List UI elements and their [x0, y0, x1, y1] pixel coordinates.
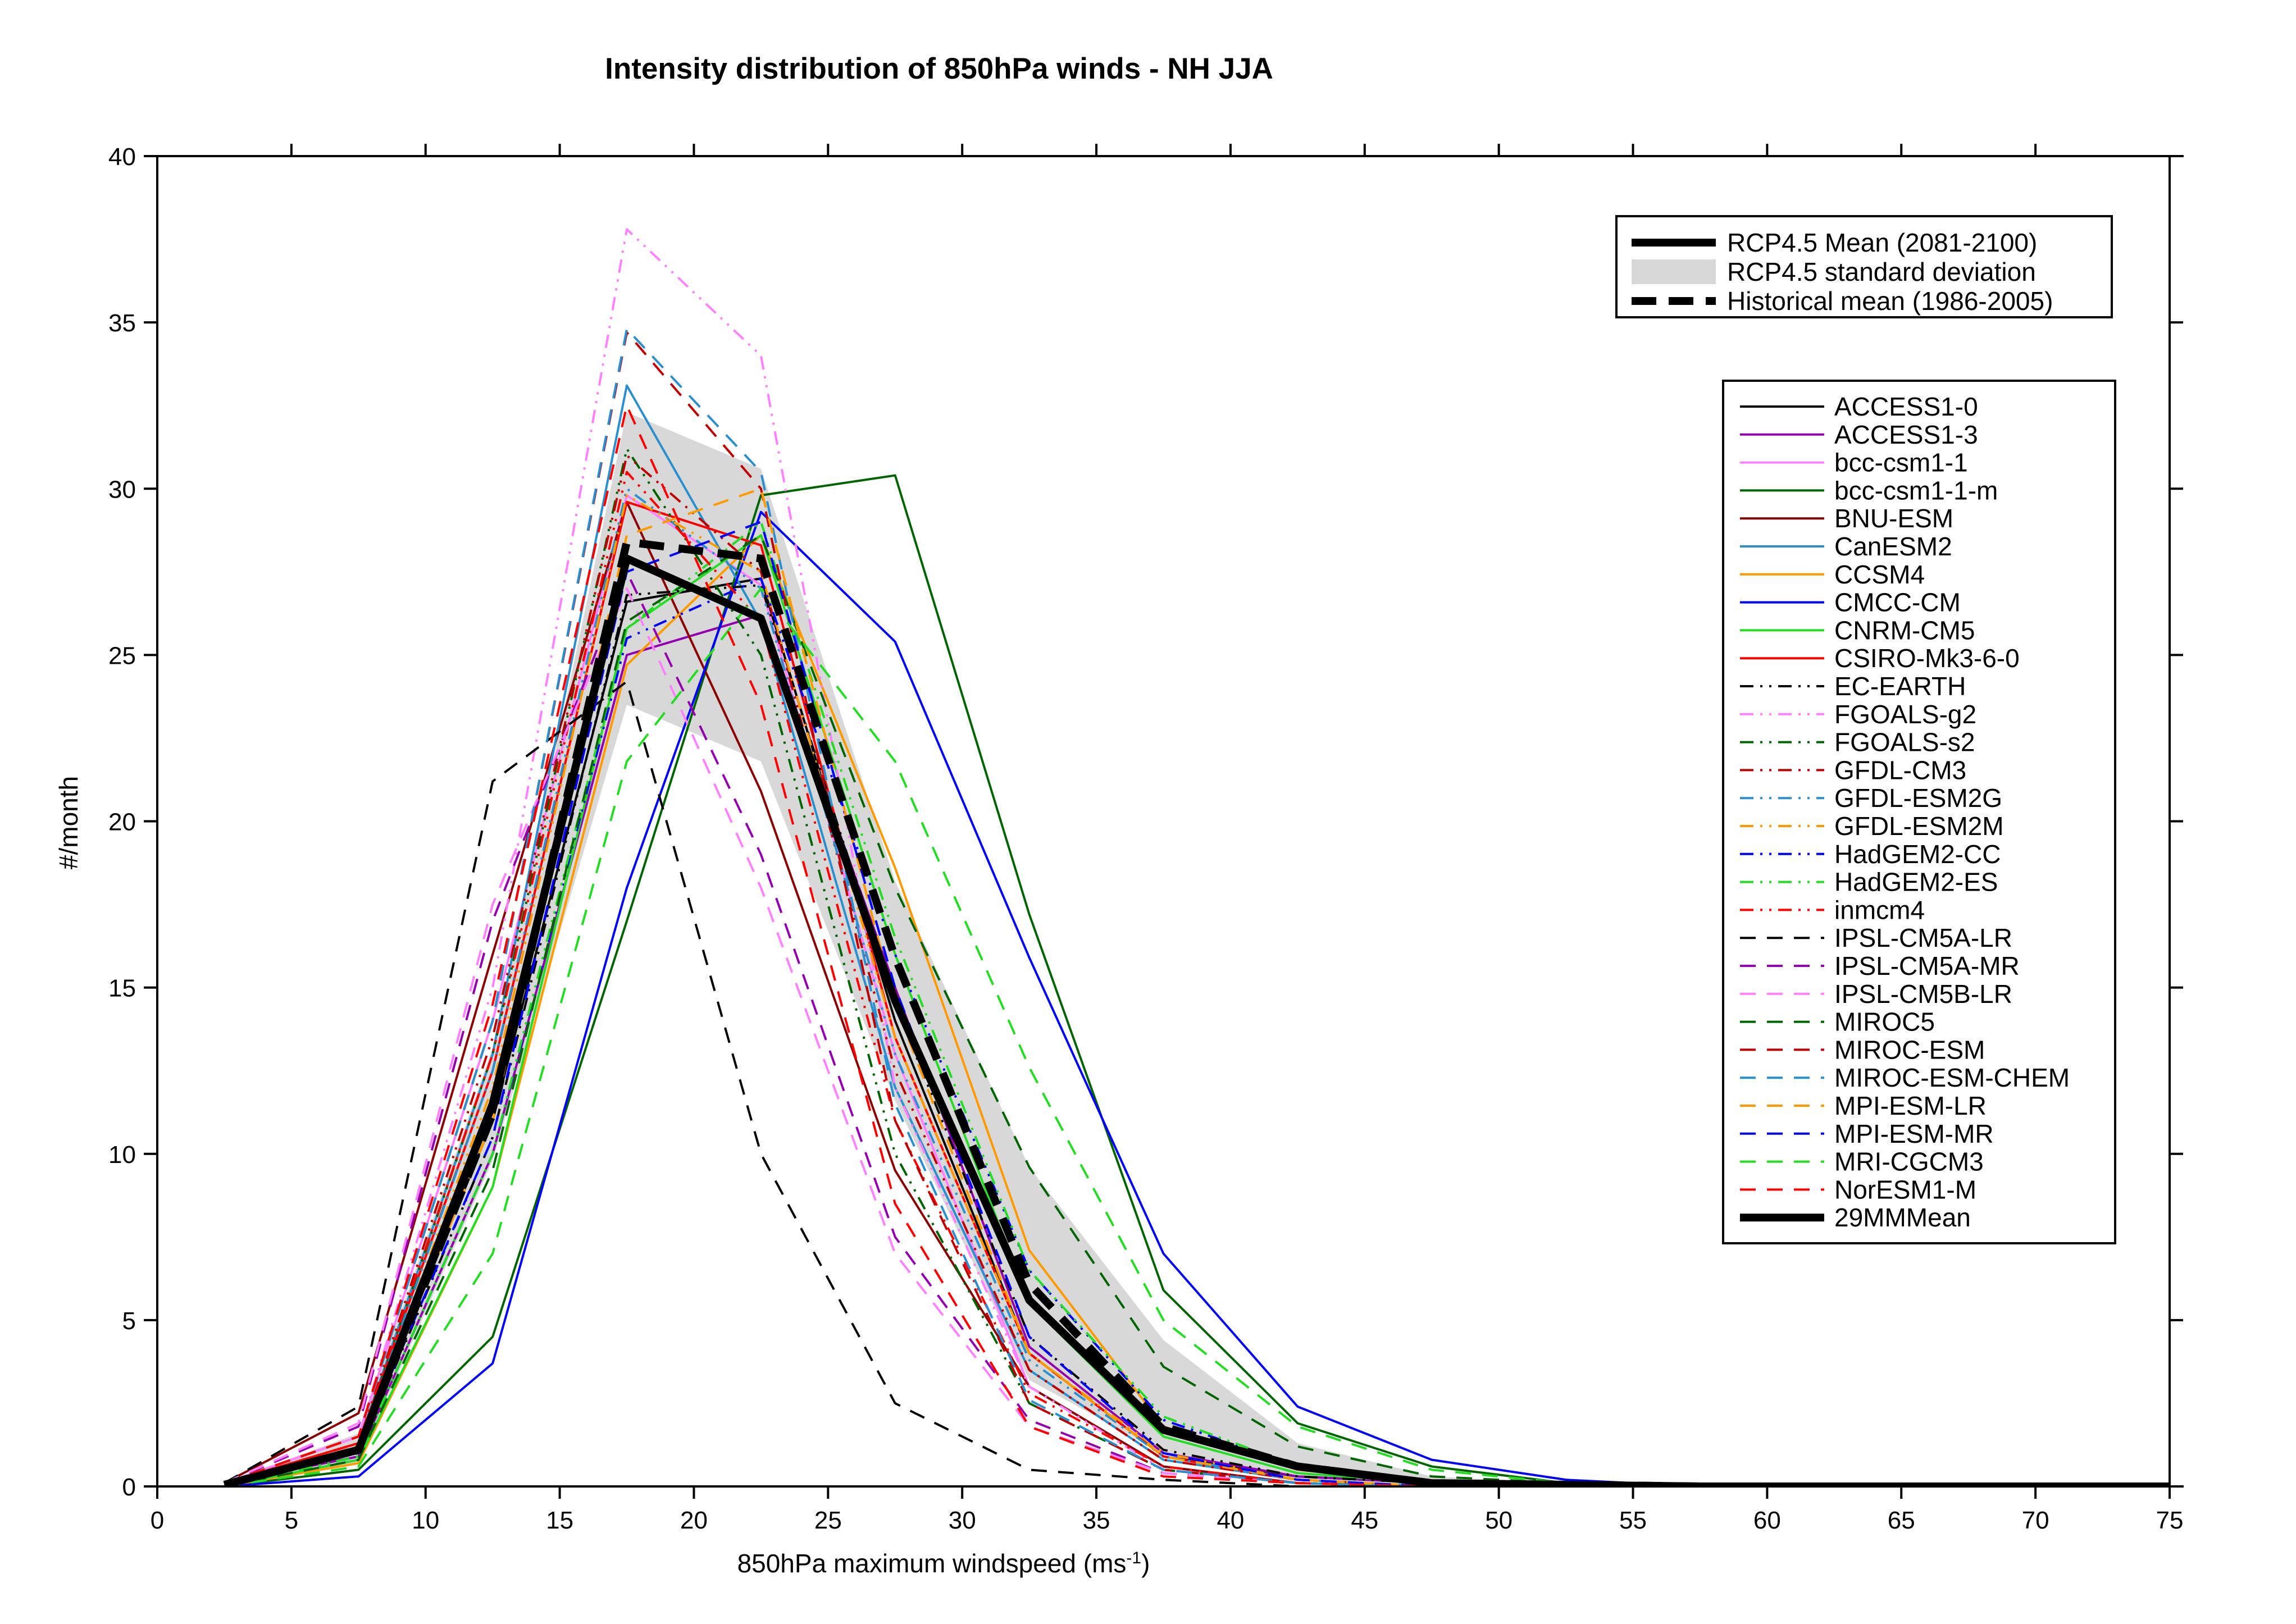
legend-summary-label: RCP4.5 standard deviation [1727, 257, 2036, 286]
x-tick-label: 0 [151, 1507, 164, 1534]
legend-summary-label: RCP4.5 Mean (2081-2100) [1727, 228, 2037, 257]
series-line-cmcc-cm [224, 510, 2170, 1486]
x-tick-label: 45 [1351, 1507, 1378, 1534]
legend-label-access1-3: ACCESS1-3 [1834, 420, 1978, 449]
legend-label-miroc5: MIROC5 [1834, 1007, 1935, 1037]
y-tick-label: 5 [122, 1307, 136, 1335]
legend-label-ec-earth: EC-EARTH [1834, 672, 1966, 701]
legend-label-mri-cgcm3: MRI-CGCM3 [1834, 1147, 1984, 1176]
series-line-access1-0 [224, 577, 2170, 1486]
x-tick-label: 70 [2022, 1507, 2049, 1534]
series-line-inmcm4 [224, 471, 2170, 1486]
y-tick-label: 25 [108, 642, 136, 669]
y-axis-label: #/month [54, 776, 83, 869]
series-line-noresm1-m [224, 404, 2170, 1486]
y-tick-label: 0 [122, 1474, 136, 1501]
legend-label-mpi-esm-mr: MPI-ESM-MR [1834, 1119, 1994, 1148]
legend-label-gfdl-esm2m: GFDL-ESM2M [1834, 811, 2004, 841]
legend-label-hadgem2-es: HadGEM2-ES [1834, 868, 1998, 897]
legend-label-gfdl-esm2g: GFDL-ESM2G [1834, 783, 2002, 813]
x-tick-label: 25 [814, 1507, 842, 1534]
legend-summary: RCP4.5 Mean (2081-2100)RCP4.5 standard d… [1615, 215, 2113, 318]
legend-label-hadgem2-cc: HadGEM2-CC [1834, 840, 2001, 869]
y-tick-label: 20 [108, 809, 136, 836]
legend-label-noresm1-m: NorESM1-M [1834, 1175, 1976, 1204]
legend-label-cnrm-cm5: CNRM-CM5 [1834, 615, 1975, 645]
legend-label-csiro-mk3-6-0: CSIRO-Mk3-6-0 [1834, 644, 2020, 673]
series-line-fgoals-g2 [224, 228, 2170, 1486]
x-tick-label: 20 [680, 1507, 708, 1534]
x-axis-label-main: 850hPa maximum windspeed (ms [737, 1549, 1127, 1578]
chart-title: Intensity distribution of 850hPa winds -… [605, 52, 1273, 85]
x-tick-label: 65 [1888, 1507, 1915, 1534]
series-line-cnrm-cm5 [224, 534, 2170, 1486]
series-line-miroc-esm-chem [224, 327, 2170, 1486]
legend-models: ACCESS1-0ACCESS1-3bcc-csm1-1bcc-csm1-1-m… [1722, 380, 2116, 1244]
x-axis-label: 850hPa maximum windspeed (ms-1) [737, 1549, 1150, 1578]
series-line-gfdl-cm3 [224, 454, 2170, 1486]
axes-layer: 0 5 10 15 20 25 30 35 40 45 50 55 60 65 70 75 0 5 10 15 20 25… [108, 143, 2184, 1534]
series-line-bnu-esm [224, 500, 2170, 1486]
y-tick-label: 40 [108, 143, 136, 171]
legend-label-miroc-esm-chem: MIROC-ESM-CHEM [1834, 1063, 2070, 1092]
legend-label-mpi-esm-lr: MPI-ESM-LR [1834, 1091, 1987, 1120]
legend-label-29mmmean: 29MMMean [1834, 1203, 1971, 1232]
series-line-ipsl-cm5a-lr [224, 680, 2170, 1486]
series-line-mpi-esm-mr [224, 521, 2170, 1486]
legend-label-gfdl-cm3: GFDL-CM3 [1834, 755, 1966, 784]
series-line-ipsl-cm5b-lr [224, 587, 2170, 1486]
x-tick-label: 5 [285, 1507, 298, 1534]
x-tick-label: 30 [949, 1507, 976, 1534]
legend-label-canesm2: CanESM2 [1834, 532, 1952, 561]
x-axis-label-sup: -1 [1126, 1549, 1141, 1567]
x-tick-label: 75 [2156, 1507, 2184, 1534]
legend-label-bcc-csm1-1: bcc-csm1-1 [1834, 448, 1968, 477]
rcp45-mean-line [223, 554, 2170, 1486]
x-tick-label: 35 [1083, 1507, 1110, 1534]
x-tick-label: 55 [1619, 1507, 1647, 1534]
legend-label-ipsl-cm5a-lr: IPSL-CM5A-LR [1834, 923, 2012, 952]
x-tick-label: 15 [546, 1507, 573, 1534]
series-layer [223, 228, 2170, 1486]
legend-label-miroc-esm: MIROC-ESM [1834, 1035, 1985, 1064]
x-tick-label: 40 [1217, 1507, 1244, 1534]
y-tick-label: 15 [108, 975, 136, 1002]
legend-label-inmcm4: inmcm4 [1834, 895, 1925, 924]
legend-label-fgoals-s2: FGOALS-s2 [1834, 728, 1975, 757]
x-tick-label: 50 [1485, 1507, 1513, 1534]
y-tick-label: 30 [108, 476, 136, 503]
legend-label-bcc-csm1-1-m: bcc-csm1-1-m [1834, 476, 1998, 505]
series-line-ec-earth [224, 584, 2170, 1486]
legend-label-ccsm4: CCSM4 [1834, 560, 1925, 589]
legend-label-access1-0: ACCESS1-0 [1834, 392, 1978, 421]
legend-label-fgoals-g2: FGOALS-g2 [1834, 700, 1976, 729]
legend-label-ipsl-cm5b-lr: IPSL-CM5B-LR [1834, 979, 2012, 1009]
x-axis-label-end: ) [1141, 1549, 1150, 1578]
legend-swatch-std-band [1632, 259, 1716, 284]
x-tick-label: 60 [1753, 1507, 1781, 1534]
y-tick-label: 35 [108, 309, 136, 337]
legend-summary-label: Historical mean (1986-2005) [1727, 286, 2053, 316]
legend-label-bnu-esm: BNU-ESM [1834, 504, 1953, 533]
legend-label-cmcc-cm: CMCC-CM [1834, 588, 1961, 617]
legend-models-box [1722, 380, 2116, 1244]
x-tick-label: 10 [412, 1507, 439, 1534]
series-line-miroc5 [224, 534, 2170, 1486]
y-tick-label: 10 [108, 1141, 136, 1169]
legend-label-ipsl-cm5a-mr: IPSL-CM5A-MR [1834, 951, 2020, 980]
